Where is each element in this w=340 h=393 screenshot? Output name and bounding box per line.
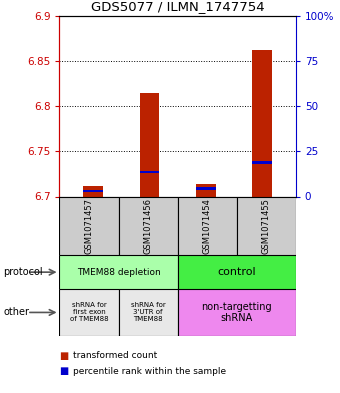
Bar — [83, 185, 103, 196]
Text: control: control — [217, 267, 256, 277]
Text: protocol: protocol — [3, 267, 43, 277]
Bar — [252, 161, 272, 163]
Bar — [140, 92, 159, 196]
Bar — [59, 196, 119, 255]
Bar — [59, 255, 177, 289]
Title: GDS5077 / ILMN_1747754: GDS5077 / ILMN_1747754 — [91, 0, 265, 13]
Text: GSM1071457: GSM1071457 — [85, 198, 94, 254]
Bar — [196, 184, 216, 196]
Bar — [140, 171, 159, 173]
Text: shRNA for
3'UTR of
TMEM88: shRNA for 3'UTR of TMEM88 — [131, 303, 166, 322]
Bar — [59, 289, 119, 336]
Text: GSM1071454: GSM1071454 — [203, 198, 212, 254]
Text: ■: ■ — [59, 366, 69, 376]
Text: percentile rank within the sample: percentile rank within the sample — [73, 367, 226, 376]
Bar — [83, 190, 103, 193]
Text: TMEM88 depletion: TMEM88 depletion — [77, 268, 160, 277]
Bar — [177, 255, 296, 289]
Bar — [237, 196, 296, 255]
Text: non-targetting
shRNA: non-targetting shRNA — [201, 302, 272, 323]
Text: transformed count: transformed count — [73, 351, 157, 360]
Bar — [196, 187, 216, 190]
Bar — [252, 50, 272, 196]
Text: ■: ■ — [59, 351, 69, 361]
Text: GSM1071455: GSM1071455 — [262, 198, 271, 254]
Text: other: other — [3, 307, 29, 318]
Bar — [177, 196, 237, 255]
Bar — [119, 196, 177, 255]
Text: shRNA for
first exon
of TMEM88: shRNA for first exon of TMEM88 — [70, 303, 108, 322]
Bar — [177, 289, 296, 336]
Text: GSM1071456: GSM1071456 — [143, 198, 153, 254]
Bar — [119, 289, 177, 336]
